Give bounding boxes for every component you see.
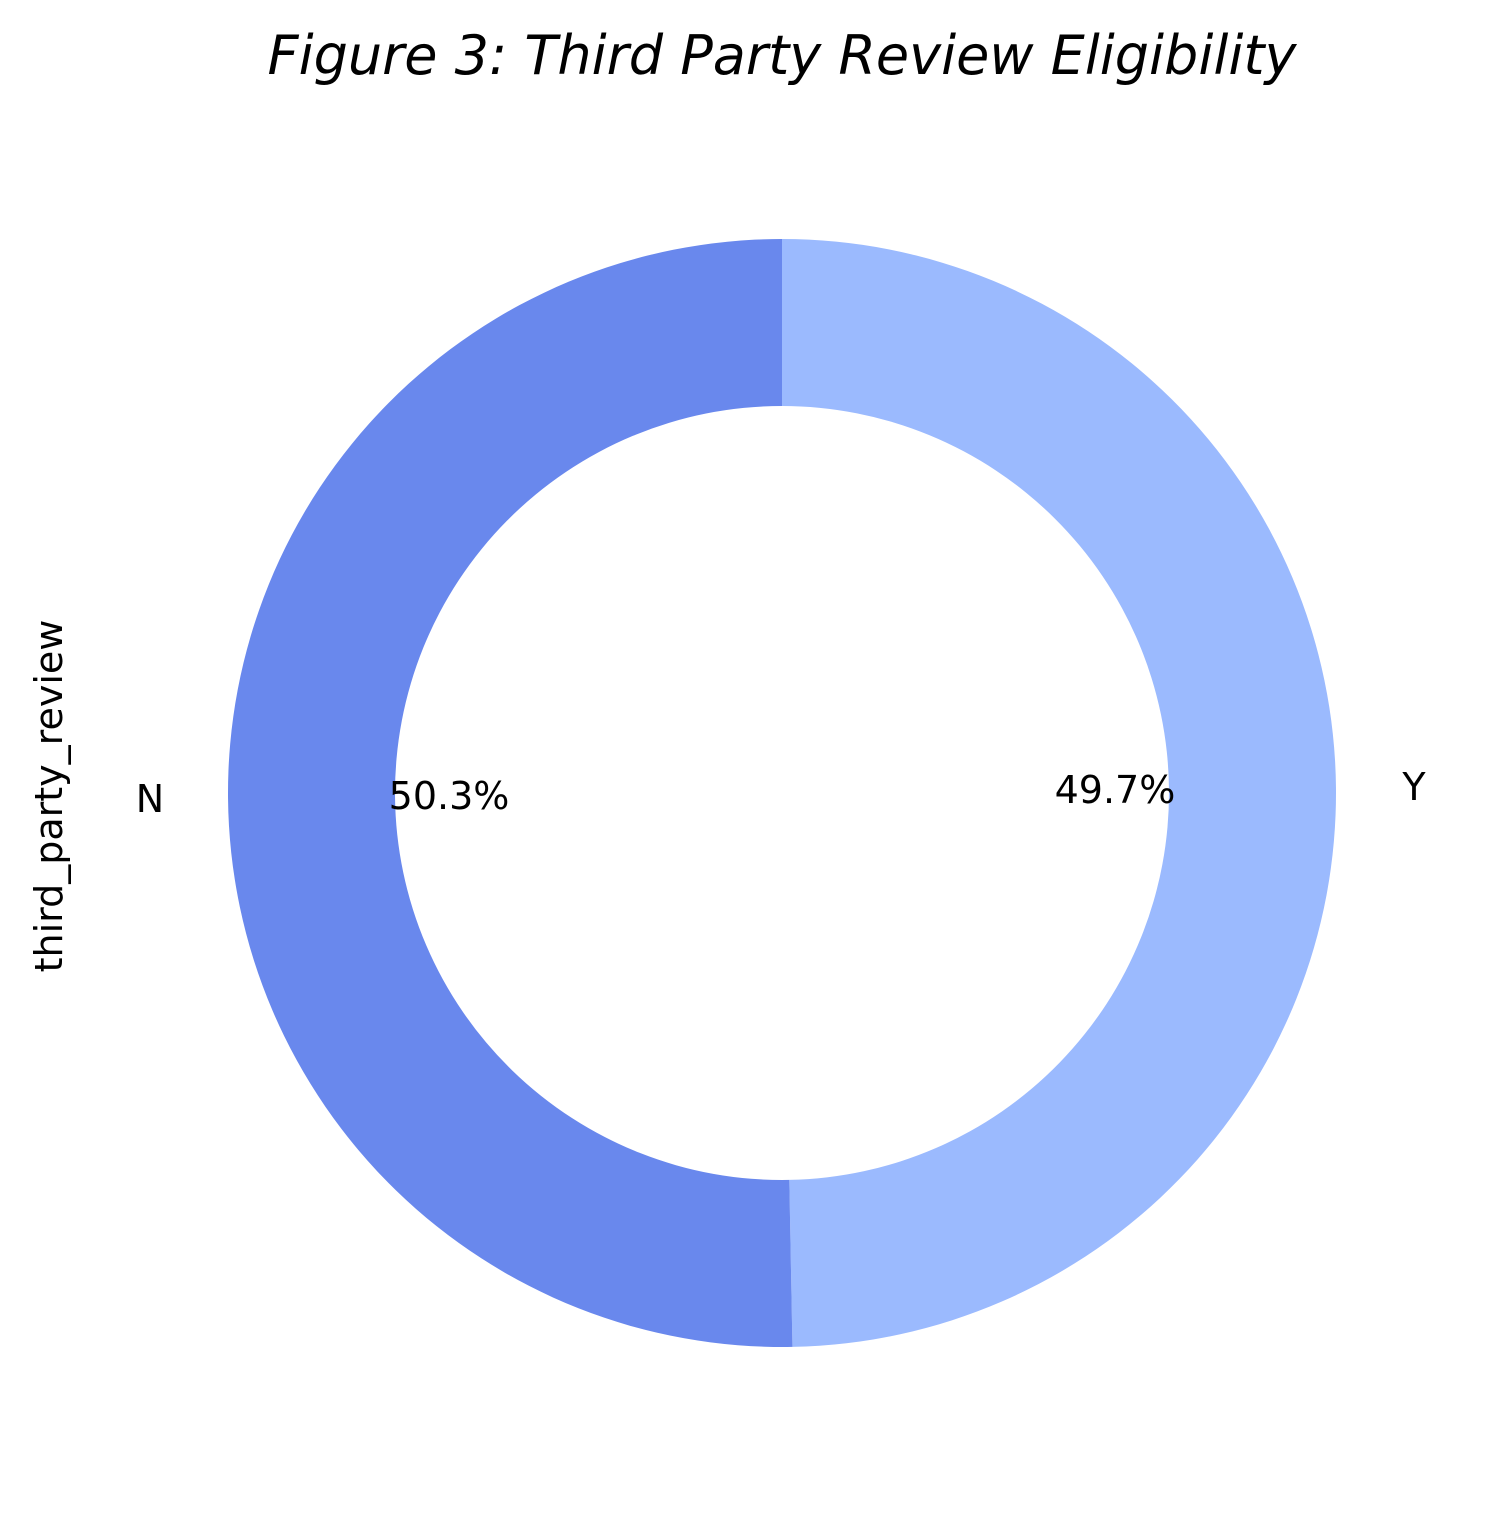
y-axis-label: third_party_review xyxy=(27,620,71,973)
chart-title: Figure 3: Third Party Review Eligibility xyxy=(268,24,1298,87)
donut-slice-y xyxy=(782,239,1337,1347)
donut-slices xyxy=(228,239,1337,1347)
slice-label-n: N xyxy=(136,777,164,821)
slice-percent-y: 49.7% xyxy=(1055,768,1176,812)
slice-label-y: Y xyxy=(1401,765,1426,809)
donut-slice-n xyxy=(228,239,793,1347)
slice-percent-n: 50.3% xyxy=(389,774,510,818)
